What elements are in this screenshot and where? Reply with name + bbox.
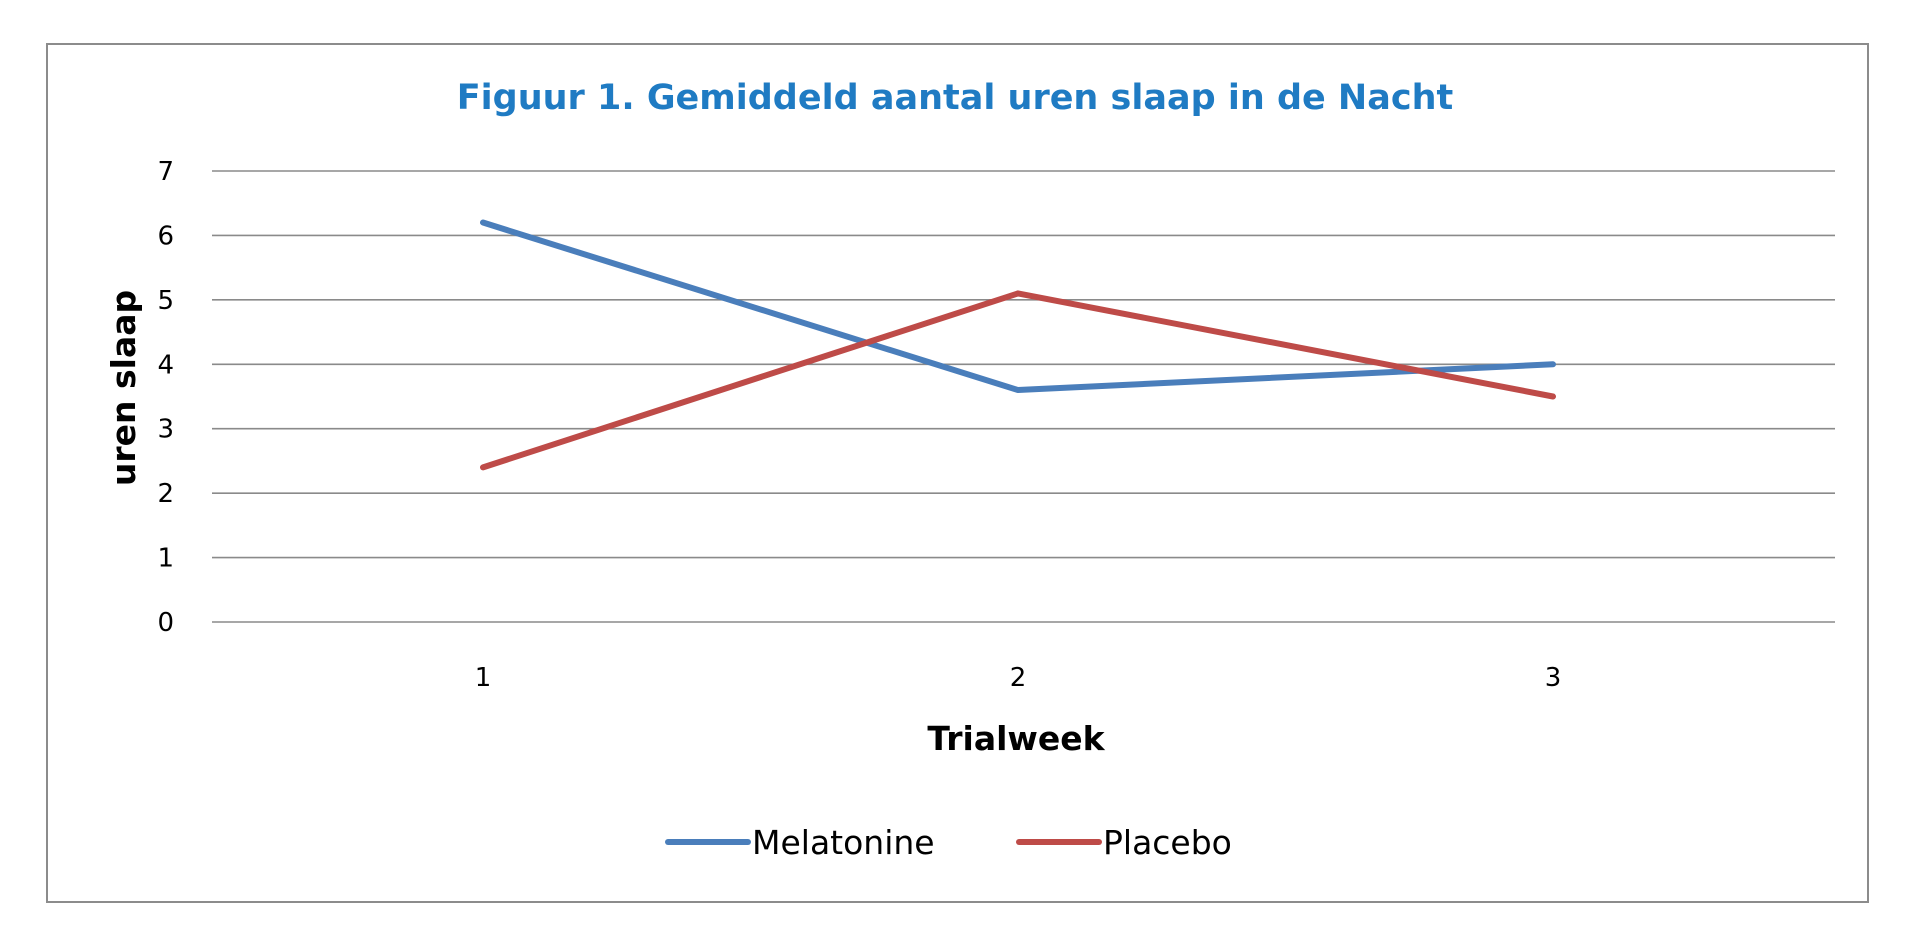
y-tick-label: 2: [157, 479, 174, 509]
y-axis-ticks: 0 1 2 3 4 5 6 7: [157, 157, 174, 638]
y-tick-label: 7: [157, 157, 174, 187]
legend-label-placebo: Placebo: [1103, 823, 1232, 862]
chart-title: Figuur 1. Gemiddeld aantal uren slaap in…: [457, 78, 1453, 118]
y-axis-title: uren slaap: [104, 290, 143, 486]
y-tick-label: 3: [157, 415, 174, 445]
y-tick-label: 5: [157, 286, 174, 316]
series-lines: [480, 219, 1556, 471]
chart-frame: [46, 43, 1869, 903]
series-line-placebo: [480, 290, 1556, 471]
legend-label-melatonine: Melatonine: [752, 823, 935, 862]
x-tick-label: 1: [475, 663, 492, 693]
y-tick-label: 6: [157, 221, 174, 251]
x-axis-title: Trialweek: [927, 719, 1105, 758]
gridlines: [212, 170, 1835, 623]
legend: Melatonine Placebo: [665, 823, 1232, 862]
y-tick-label: 0: [157, 608, 174, 638]
y-tick-label: 4: [157, 350, 174, 380]
x-tick-label: 2: [1010, 663, 1027, 693]
x-axis-ticks: 1 2 3: [475, 663, 1562, 693]
y-tick-label: 1: [157, 544, 174, 574]
x-tick-label: 3: [1545, 663, 1562, 693]
